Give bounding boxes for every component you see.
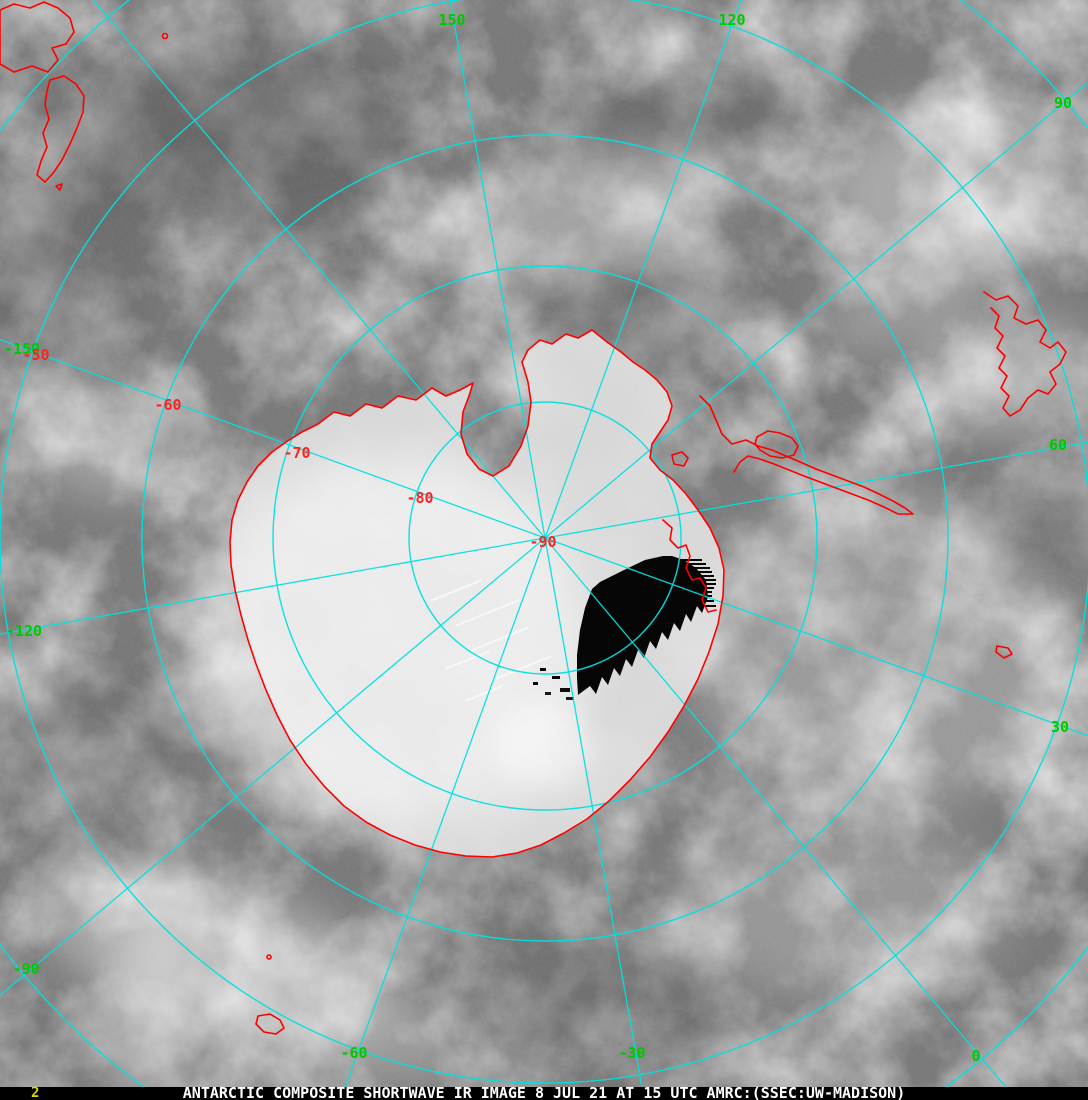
coastline-new-zealand-south <box>36 75 85 183</box>
meridian-line-30 <box>544 537 1088 737</box>
missing-data-wedge <box>533 556 716 700</box>
coastline-stewart-island <box>55 183 63 191</box>
status-bar: 2 ANTARCTIC COMPOSITE SHORTWAVE IR IMAGE… <box>0 1084 1088 1100</box>
meridian-line--150 <box>0 338 546 539</box>
image-caption: ANTARCTIC COMPOSITE SHORTWAVE IR IMAGE 8… <box>182 1084 906 1100</box>
meridian-line--30 <box>544 537 643 1088</box>
meridian-line-60 <box>544 441 1088 539</box>
coastline-island-chain-right <box>983 291 1067 417</box>
meridian-line-120 <box>544 0 742 539</box>
meridian-line-150 <box>449 0 546 539</box>
meridian-line--90 <box>0 537 546 997</box>
frame-number: 2 <box>31 1085 40 1100</box>
latitude-circle--60 <box>141 134 949 942</box>
coastline-small-island <box>671 451 689 467</box>
coastline-new-zealand-north <box>0 1 75 73</box>
coastline-ice-edge-arm <box>699 395 914 515</box>
coastline-island-bottom-left <box>255 1013 285 1035</box>
meridian-line-0 <box>544 537 1008 1088</box>
latitude-circle--70 <box>272 265 818 811</box>
coastline-small-dot-2 <box>266 954 272 960</box>
coastline-overlay <box>0 1 1067 1035</box>
coastline-island-right <box>995 645 1013 659</box>
wedge-white-fan <box>497 703 593 787</box>
meridian-line--180 <box>92 0 546 539</box>
coastline-small-dot-1 <box>161 32 169 40</box>
coastline-island-loop <box>754 430 799 459</box>
latitude-circle--80 <box>408 401 682 675</box>
coastline-weave <box>662 519 717 613</box>
meridian-line--120 <box>0 537 546 635</box>
meridian-line--60 <box>344 537 546 1088</box>
